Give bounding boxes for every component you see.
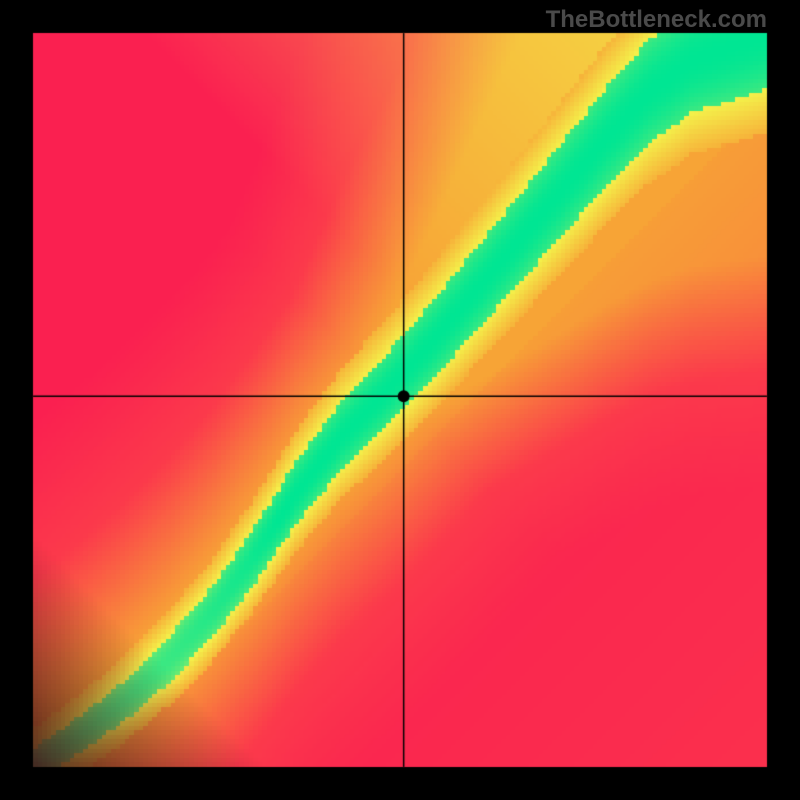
watermark-text: TheBottleneck.com bbox=[546, 6, 767, 34]
bottleneck-heatmap bbox=[0, 0, 800, 800]
